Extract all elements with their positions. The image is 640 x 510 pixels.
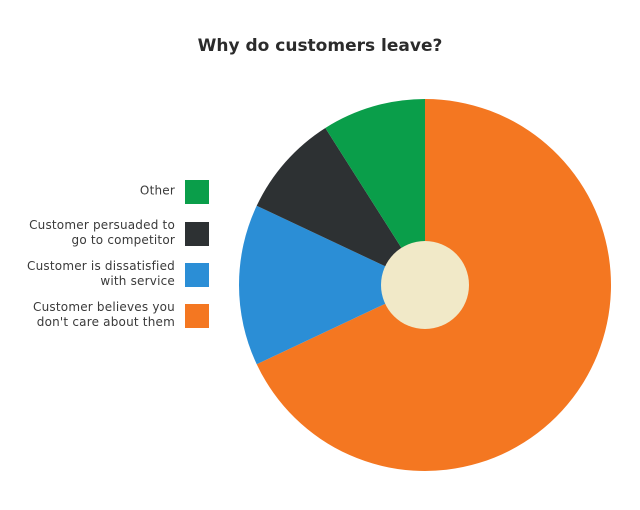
legend-label: Customer is dissatisfied with service (27, 259, 175, 289)
legend-label: Customer persuaded to go to competitor (29, 218, 175, 248)
chart-title: Why do customers leave? (197, 36, 443, 56)
legend-label: Other (140, 184, 175, 199)
pie-slice-2 (256, 127, 425, 286)
pie-center (381, 241, 469, 329)
legend-swatch (185, 263, 209, 287)
legend-swatch (185, 304, 209, 328)
pie-slice-1 (239, 205, 425, 365)
legend-label: Customer believes you don't care about th… (33, 300, 175, 330)
legend-label-line: Customer persuaded to (29, 218, 175, 232)
legend-item: Customer believes you don't care about th… (0, 300, 210, 330)
legend-swatch (185, 222, 209, 246)
legend-item: Customer persuaded to go to competitor (0, 218, 210, 248)
legend-label-line: Customer believes you (33, 300, 175, 314)
legend-item: Customer is dissatisfied with service (0, 259, 210, 289)
legend-label-line: with service (100, 274, 175, 288)
legend-label-line: don't care about them (36, 315, 175, 329)
legend-label-line: Customer is dissatisfied (27, 259, 175, 273)
pie-slice-3 (325, 99, 425, 285)
legend-item: Other (0, 178, 210, 204)
legend-label-line: Other (139, 183, 175, 198)
legend-label-line: go to competitor (71, 233, 175, 247)
legend-swatch (185, 180, 209, 204)
